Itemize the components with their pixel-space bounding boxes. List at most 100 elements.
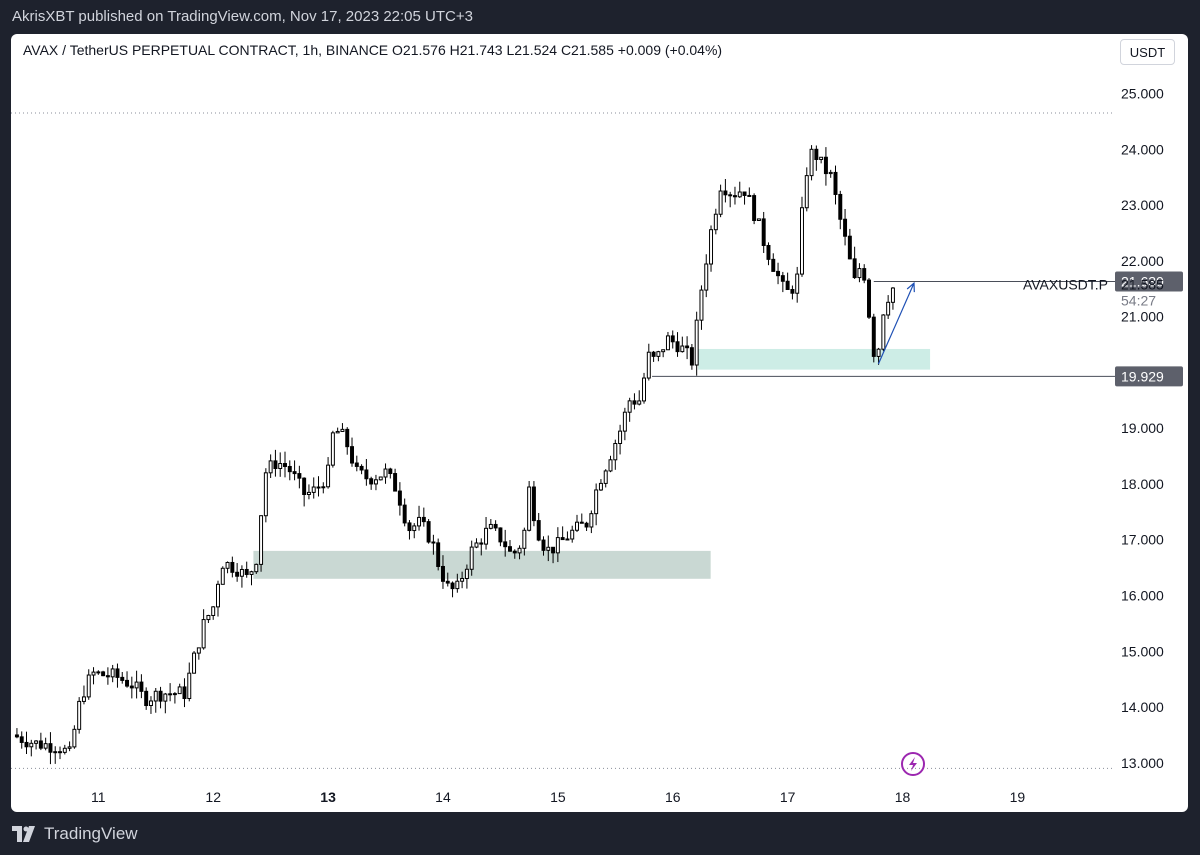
candle-body [153,690,158,702]
candle-130 [637,390,642,406]
candle-66 [330,430,335,468]
candle-body [101,671,106,677]
candle-88 [436,538,441,571]
candle-body [330,432,335,466]
x-tick-label: 18 [895,789,911,805]
candle-118 [579,513,584,524]
candle-body [239,568,244,577]
x-tick-label: 15 [550,789,566,805]
candle-body [852,258,857,279]
candle-96 [474,538,479,549]
last-price-value: 21.585 [1121,276,1164,292]
symbol-title[interactable]: AVAX / TetherUS PERPETUAL CONTRACT, 1h, … [23,42,723,58]
candle-body [53,751,58,754]
candle-body [737,191,742,198]
candle-165 [804,167,809,212]
candle-body [689,347,694,366]
tradingview-brand[interactable]: TradingView [12,824,138,844]
candle-23 [125,671,130,688]
candle-body [536,520,541,541]
candle-11 [67,741,72,752]
candle-56 [283,451,287,478]
candle-body [527,486,532,531]
candle-body [579,521,584,524]
candle-95 [469,540,474,576]
y-tick-label: 14.000 [1121,699,1164,715]
candle-body [378,476,383,481]
candle-47 [239,565,244,588]
candle-171 [833,165,838,205]
candle-body [350,446,355,464]
candle-body [613,442,618,461]
candle-112 [551,546,556,564]
price-tag-bg [1115,271,1183,292]
candle-125 [613,439,618,470]
candle-body [206,614,211,621]
candle-174 [847,228,852,260]
candle-13 [77,697,82,734]
lightning-icon[interactable] [901,752,925,776]
candle-27 [144,687,149,710]
candle-body [364,469,369,480]
candle-105 [517,545,522,560]
candle-86 [426,519,431,544]
candle-body [168,693,173,696]
candle-18 [101,670,106,677]
price-tag-value: 19.929 [1121,368,1164,384]
candle-body [761,218,766,246]
candle-body [311,486,316,493]
candle-body [393,473,398,492]
y-tick-label: 19.000 [1121,420,1164,436]
candle-body [120,676,125,681]
candle-body [431,541,436,544]
price-axis[interactable]: 25.00024.00023.00022.00021.00020.00019.0… [1023,86,1183,771]
candle-body [105,675,110,678]
candle-body [373,479,378,485]
candle-body [29,742,34,748]
candle-76 [378,476,383,481]
lines-layer [11,112,1115,769]
candle-89 [440,555,445,589]
candle-body [235,571,240,577]
currency-button[interactable]: USDT [1120,39,1175,65]
publisher-text: AkrisXBT published on TradingView.com, N… [12,8,473,25]
candle-51 [259,515,264,572]
chart-canvas[interactable]: 25.00024.00023.00022.00021.00020.00019.0… [11,34,1188,812]
candle-59 [297,465,302,489]
candle-15 [86,669,91,700]
candle-body [565,538,570,541]
candle-92 [455,573,460,593]
candle-43 [220,566,225,585]
candle-155 [756,218,761,222]
candle-127 [622,407,627,441]
annotation-layer [877,281,915,365]
candle-166 [809,145,814,181]
candle-144 [704,254,709,298]
candle-body [125,679,130,687]
candle-body [38,740,43,749]
candle-50 [254,563,259,574]
candle-body [72,728,77,748]
candle-7 [48,732,53,765]
candle-110 [541,536,546,556]
candle-body [508,546,512,552]
candle-body [216,583,220,608]
time-axis[interactable]: 11 12 13 14 15 16 17 18 19 [91,789,1025,805]
chart-frame[interactable]: 25.00024.00023.00022.00021.00020.00019.0… [11,34,1188,812]
candle-body [598,482,603,491]
candle-body [862,268,867,281]
candle-body [603,470,608,484]
candle-body [531,486,536,522]
candle-body [503,541,508,548]
candle-25 [134,670,139,699]
candle-body [86,674,91,698]
footer: TradingView [0,812,1200,855]
candle-body [881,314,886,350]
candle-body [785,280,790,290]
candle-body [699,289,704,321]
candle-69 [345,427,350,455]
candle-150 [732,186,737,205]
candle-156 [761,211,766,253]
candle-99 [488,519,493,530]
candle-body [34,740,39,744]
